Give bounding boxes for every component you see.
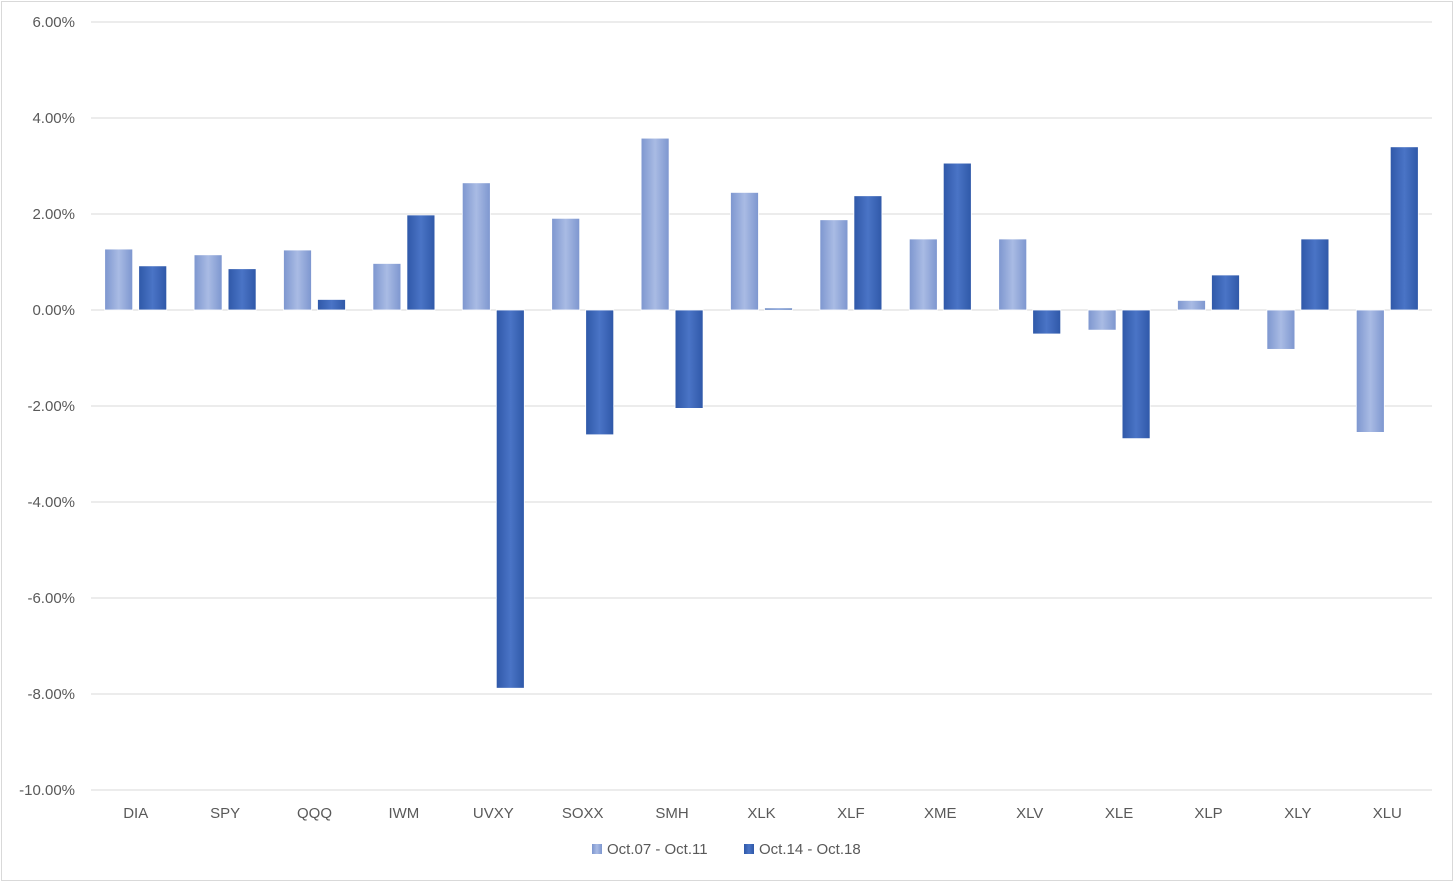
y-tick-label: -2.00%: [27, 398, 75, 415]
legend-swatch: [592, 844, 602, 854]
bar-xle-series-1: [1087, 309, 1117, 331]
x-tick-label: XLV: [1016, 805, 1043, 822]
y-axis-ticks: 6.00% 4.00% 2.00% 0.00% -2.00% -4.00% -6.00% -8…: [19, 14, 75, 799]
bar-xly-series-1: [1266, 309, 1296, 350]
bar-xly-series-2: [1300, 238, 1330, 311]
bars: [104, 137, 1419, 689]
bar-smh-series-2: [674, 309, 704, 409]
bar-xlk-series-1: [730, 191, 759, 311]
bar-xle-series-2: [1121, 309, 1151, 440]
x-tick-label: UVXY: [473, 805, 514, 822]
bar-xlu-series-2: [1389, 146, 1419, 311]
legend: Oct.07 - Oct.11 Oct.14 - Oct.18: [592, 841, 861, 858]
x-tick-label: QQQ: [297, 805, 332, 822]
bar-iwm-series-1: [372, 263, 402, 311]
bar-xlp-series-1: [1177, 299, 1206, 311]
bar-xlp-series-2: [1211, 274, 1240, 311]
bar-xlk-series-2: [764, 307, 793, 311]
bar-spy-series-2: [227, 268, 257, 311]
bar-soxx-series-1: [551, 217, 581, 311]
y-tick-label: 4.00%: [32, 110, 75, 127]
x-tick-label: XLE: [1105, 805, 1133, 822]
x-tick-label: XLK: [747, 805, 775, 822]
bar-xlv-series-1: [998, 238, 1028, 311]
x-tick-label: DIA: [123, 805, 148, 822]
legend-label: Oct.07 - Oct.11: [607, 841, 708, 858]
bar-xme-series-1: [908, 238, 938, 311]
bar-xme-series-2: [942, 162, 972, 311]
x-tick-label: SMH: [655, 805, 688, 822]
bar-iwm-series-2: [406, 214, 436, 311]
x-axis-ticks: DIA SPY QQQ IWM UVXY SOXX SMH XLK XLF XME XLV XLE XL…: [123, 805, 1402, 822]
x-tick-label: XLY: [1284, 805, 1311, 822]
bar-xlu-series-1: [1355, 309, 1385, 433]
gridlines: [91, 21, 1432, 791]
y-tick-label: 2.00%: [32, 206, 75, 223]
y-tick-label: 0.00%: [32, 302, 75, 319]
x-tick-label: XLF: [837, 805, 865, 822]
y-tick-label: -8.00%: [27, 686, 75, 703]
x-tick-label: XME: [924, 805, 957, 822]
y-tick-label: -6.00%: [27, 590, 75, 607]
x-tick-label: SPY: [210, 805, 240, 822]
y-tick-label: -4.00%: [27, 494, 75, 511]
y-tick-label: -10.00%: [19, 782, 75, 799]
x-tick-label: SOXX: [562, 805, 604, 822]
bar-xlf-series-1: [819, 219, 849, 311]
bar-soxx-series-2: [585, 309, 615, 436]
x-tick-label: XLU: [1373, 805, 1402, 822]
bar-uvxy-series-2: [495, 309, 525, 689]
bar-uvxy-series-1: [461, 182, 491, 311]
x-tick-label: XLP: [1194, 805, 1222, 822]
bar-spy-series-1: [193, 254, 223, 311]
bar-xlf-series-2: [853, 195, 883, 311]
bar-xlv-series-2: [1032, 309, 1062, 335]
bar-dia-series-1: [104, 248, 134, 311]
bar-smh-series-1: [640, 137, 670, 311]
legend-label: Oct.14 - Oct.18: [759, 841, 861, 858]
bar-dia-series-2: [138, 265, 168, 311]
bar-qqq-series-2: [317, 299, 346, 311]
legend-swatch: [744, 844, 754, 854]
x-tick-label: IWM: [388, 805, 419, 822]
y-tick-label: 6.00%: [32, 14, 75, 31]
bar-qqq-series-1: [283, 249, 312, 311]
